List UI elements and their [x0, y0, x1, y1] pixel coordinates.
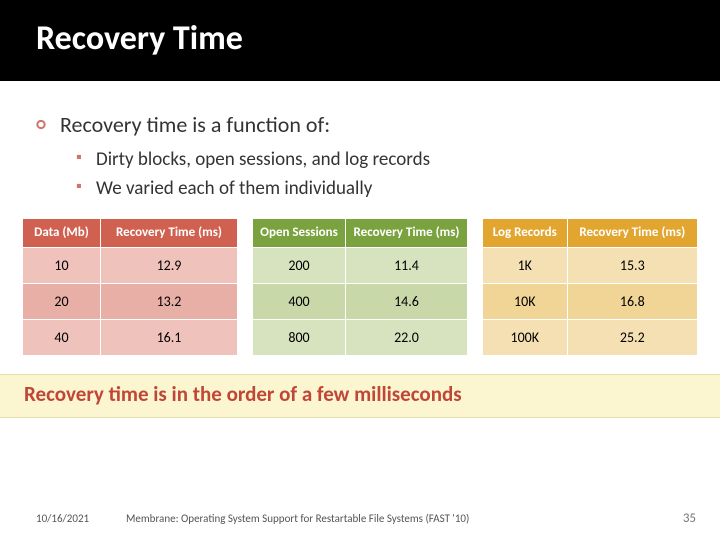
table-cell: 200 [253, 247, 346, 283]
slide-footer: 10/16/2021 Membrane: Operating System Su… [36, 511, 696, 526]
table-cell: 1K [483, 247, 568, 283]
page-number: 35 [656, 511, 696, 526]
table-cell: 40 [23, 319, 101, 355]
slide-title: Recovery Time [0, 0, 720, 81]
table-data-mb: Data (Mb) Recovery Time (ms) 10 12.9 20 … [22, 218, 238, 356]
bullet-level-1: Recovery time is a function of: [36, 111, 684, 138]
table-header: Recovery Time (ms) [567, 219, 697, 248]
table-cell: 13.2 [100, 283, 237, 319]
table-header: Recovery Time (ms) [345, 219, 467, 248]
bullet-level-2: Dirty blocks, open sessions, and log rec… [36, 148, 684, 171]
table-cell: 11.4 [345, 247, 467, 283]
table-cell: 100K [483, 319, 568, 355]
table-cell: 10 [23, 247, 101, 283]
table-cell: 10K [483, 283, 568, 319]
table-header: Data (Mb) [23, 219, 101, 248]
table-cell: 25.2 [567, 319, 697, 355]
callout-text: Recovery time is in the order of a few m… [0, 374, 720, 418]
table-cell: 12.9 [100, 247, 237, 283]
table-header: Open Sessions [253, 219, 346, 248]
table-cell: 14.6 [345, 283, 467, 319]
table-cell: 15.3 [567, 247, 697, 283]
bullet-level-2: We varied each of them individually [36, 177, 684, 200]
table-cell: 800 [253, 319, 346, 355]
table-header: Log Records [483, 219, 568, 248]
slide-body: Recovery time is a function of: Dirty bl… [0, 81, 720, 200]
table-open-sessions: Open Sessions Recovery Time (ms) 200 11.… [252, 218, 468, 356]
table-header: Recovery Time (ms) [100, 219, 237, 248]
table-cell: 16.8 [567, 283, 697, 319]
table-log-records: Log Records Recovery Time (ms) 1K 15.3 1… [482, 218, 698, 356]
table-cell: 16.1 [100, 319, 237, 355]
tables-container: Data (Mb) Recovery Time (ms) 10 12.9 20 … [0, 206, 720, 356]
footer-date: 10/16/2021 [36, 512, 126, 525]
table-cell: 22.0 [345, 319, 467, 355]
table-cell: 20 [23, 283, 101, 319]
table-cell: 400 [253, 283, 346, 319]
footer-title: Membrane: Operating System Support for R… [126, 512, 656, 525]
